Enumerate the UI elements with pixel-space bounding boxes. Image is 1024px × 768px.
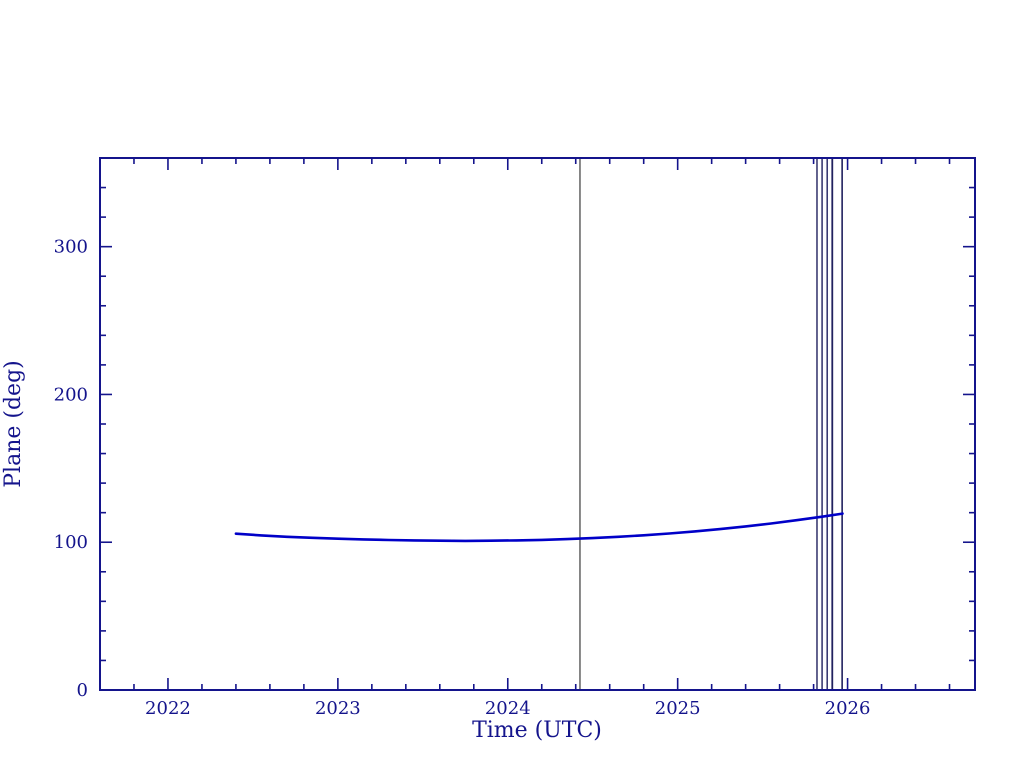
x-axis-title: Time (UTC) [472, 718, 602, 743]
y-tick-label: 0 [77, 680, 88, 701]
plane-angle-curve [234, 512, 844, 543]
x-tick-label: 2026 [825, 698, 871, 719]
x-tick-label: 2022 [145, 698, 191, 719]
y-tick-label: 300 [54, 237, 88, 258]
x-tick-label: 2025 [655, 698, 701, 719]
y-axis-title: Plane (deg) [1, 360, 26, 488]
plot-content: 2022 2023 2024 2025 2026 0 100 200 300 [54, 157, 976, 719]
y-tick-label: 200 [54, 384, 88, 405]
x-tick-label: 2023 [315, 698, 361, 719]
plot-frame [99, 157, 976, 691]
y-tick-label: 100 [54, 532, 88, 553]
x-tick-label: 2024 [485, 698, 531, 719]
